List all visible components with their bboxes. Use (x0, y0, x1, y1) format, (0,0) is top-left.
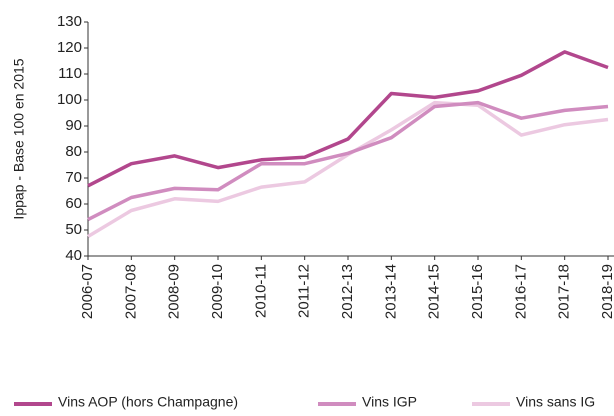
x-tick-label: 2010-11 (252, 264, 269, 318)
y-tick-label: 80 (65, 143, 82, 160)
series-line (87, 100, 609, 239)
x-tick-label: 2015-16 (469, 264, 486, 319)
x-tick-label: 2009-10 (209, 264, 226, 319)
y-tick-label: 130 (57, 13, 82, 30)
legend-label: Vins sans IG (516, 394, 595, 410)
x-tick-label: 2008-09 (166, 264, 183, 319)
y-tick-label: 90 (65, 117, 82, 134)
x-tick-label: 2011-12 (296, 264, 313, 318)
x-tick-label: 2013-14 (382, 264, 399, 319)
y-tick-label: 100 (57, 91, 82, 108)
y-tick-label: 40 (65, 247, 82, 264)
y-tick-label: 50 (65, 221, 82, 238)
y-tick-label: 60 (65, 195, 82, 212)
x-tick-label: 2007-08 (122, 264, 139, 319)
y-tick-label: 120 (57, 39, 82, 56)
x-tick-label: 2018-19 (599, 264, 614, 319)
legend-label: Vins AOP (hors Champagne) (58, 394, 238, 410)
y-tick-label: 70 (65, 169, 82, 186)
series-line (87, 100, 609, 222)
x-tick-label: 2006-07 (79, 264, 96, 319)
x-tick-label: 2012-13 (339, 264, 356, 319)
x-tick-label: 2014-15 (426, 264, 443, 319)
y-tick-label: 110 (58, 65, 82, 82)
y-axis-label: Ippap - Base 100 en 2015 (11, 58, 27, 219)
x-tick-label: 2017-18 (556, 264, 573, 319)
legend-label: Vins IGP (362, 394, 417, 410)
series-line (87, 50, 609, 188)
x-tick-label: 2016-17 (512, 264, 529, 319)
